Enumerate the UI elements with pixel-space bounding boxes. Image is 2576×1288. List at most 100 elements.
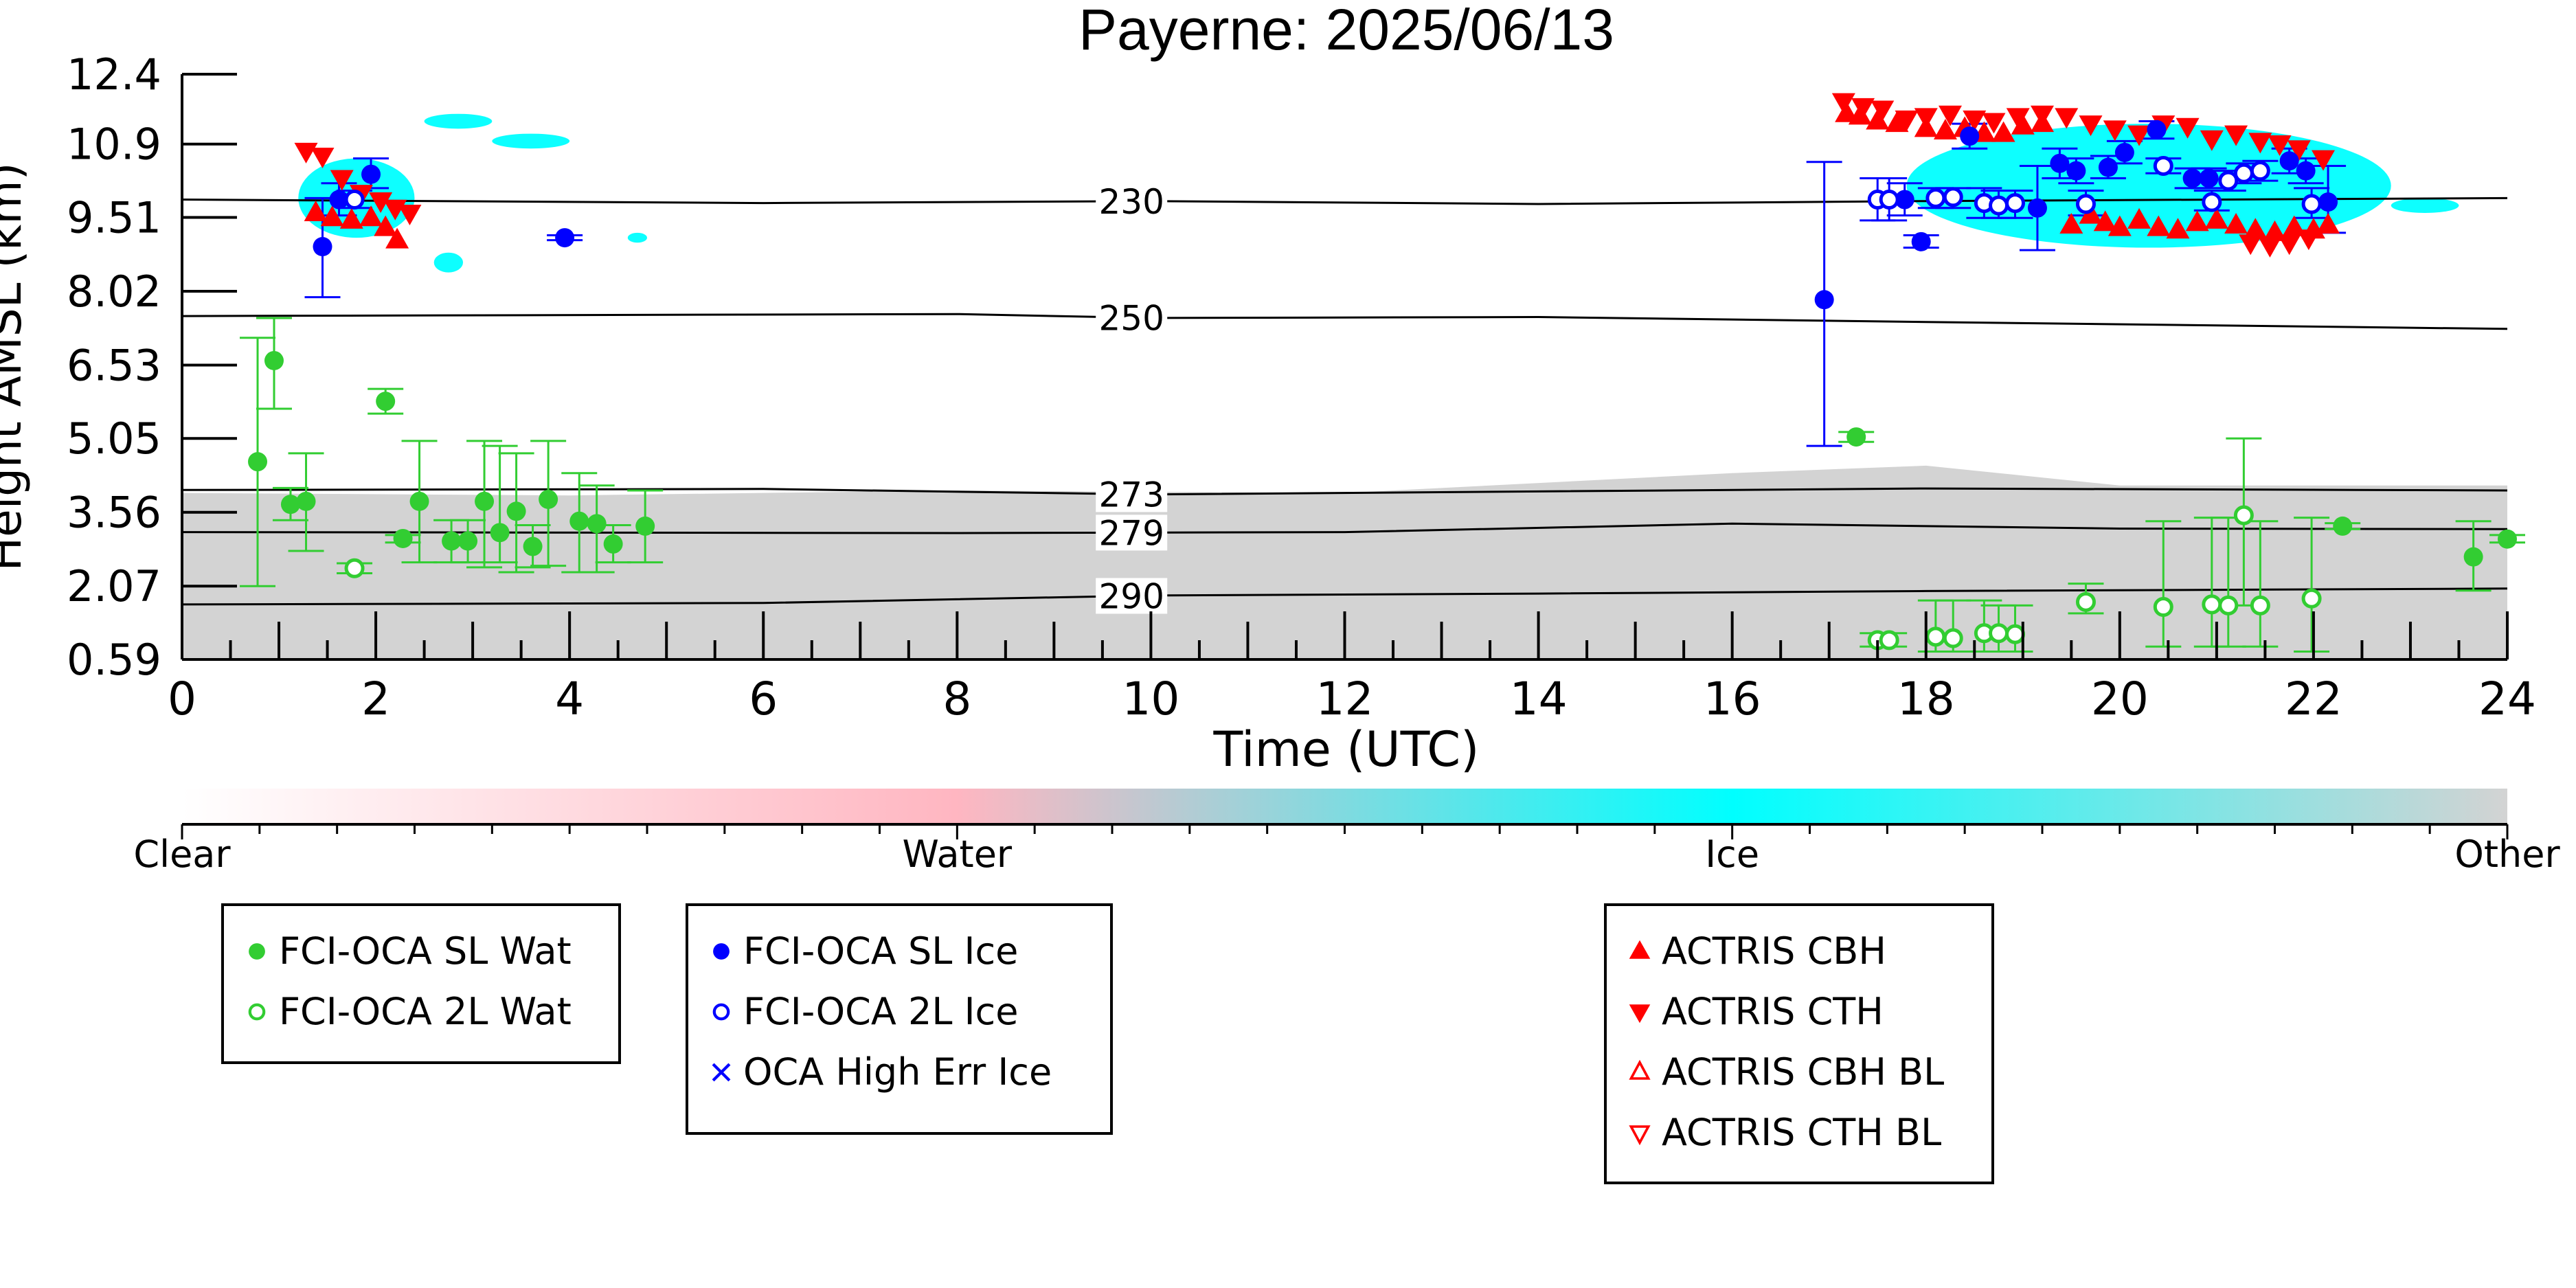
data-point	[2079, 203, 2103, 224]
data-point	[712, 1003, 730, 1021]
data-point	[2079, 115, 2103, 137]
data-point	[2244, 218, 2268, 239]
data-point	[359, 205, 383, 227]
data-point	[313, 237, 332, 257]
data-point	[713, 943, 730, 960]
data-point	[458, 531, 478, 551]
data-point	[569, 511, 589, 531]
data-point	[264, 350, 284, 370]
data-point	[2199, 168, 2219, 188]
data-point	[1943, 628, 1963, 648]
y-tick-label: 12.4	[67, 49, 161, 100]
data-point	[2463, 547, 2483, 567]
legend-marker-icon	[712, 1063, 731, 1082]
data-point	[248, 452, 268, 472]
data-point	[2333, 516, 2353, 536]
data-point	[2312, 150, 2336, 171]
legend-label: ACTRIS CBH BL	[1662, 1050, 1945, 1094]
x-tick-label: 24	[2478, 673, 2536, 725]
legend-entry: ACTRIS CBH	[1607, 925, 1991, 980]
data-point	[2296, 229, 2320, 251]
data-point	[1925, 188, 1946, 208]
data-point	[2127, 207, 2151, 229]
x-tick-label: 4	[555, 673, 584, 725]
isotherm-label-bg	[1096, 183, 1168, 219]
x-tick-label: 14	[1510, 673, 1568, 725]
x-axis-label: Time (UTC)	[1213, 721, 1480, 778]
data-point	[2108, 215, 2132, 236]
data-point	[2011, 113, 2035, 135]
isotherm-label: 290	[1098, 576, 1164, 616]
data-point	[304, 200, 328, 221]
data-point	[1982, 113, 2006, 134]
isotherm-label: 250	[1098, 298, 1164, 338]
data-point	[329, 190, 349, 210]
y-tick-label: 2.07	[67, 561, 161, 611]
data-point	[2250, 595, 2270, 615]
data-point	[2248, 133, 2272, 154]
data-point	[1991, 121, 2015, 142]
data-point	[1848, 104, 1872, 125]
x-tick-label: 0	[168, 673, 196, 725]
legend-box: ACTRIS CBH ACTRIS CTH ACTRIS CBH BL ACTRIS …	[1604, 903, 1994, 1184]
isotherm-line	[181, 313, 2508, 330]
data-point	[409, 491, 429, 511]
y-tick-label: 5.05	[67, 414, 161, 464]
legend-entry: FCI-OCA SL Ice	[688, 925, 1110, 980]
legend-marker-icon	[248, 1003, 266, 1021]
data-point	[2185, 210, 2209, 231]
background-layers	[182, 465, 2507, 659]
data-point	[442, 531, 462, 551]
y-tick-label: 3.56	[67, 488, 161, 538]
data-point	[2075, 194, 2096, 214]
data-point	[2050, 153, 2070, 173]
data-point	[1835, 101, 1859, 122]
data-point	[2114, 142, 2134, 162]
legend-entry: OCA High Err Ice	[688, 1046, 1110, 1101]
data-point	[361, 164, 381, 184]
ice-cloud-region	[2391, 198, 2459, 213]
data-point	[2224, 125, 2248, 146]
data-point	[1866, 109, 1890, 130]
data-point	[2239, 234, 2263, 256]
colorbar-label: Ice	[1705, 833, 1759, 876]
legend-label: OCA High Err Ice	[743, 1050, 1052, 1094]
y-tick-label: 0.59	[67, 635, 161, 685]
data-point	[2218, 170, 2239, 191]
data-point	[398, 204, 422, 225]
data-point	[1629, 940, 1651, 959]
data-point	[369, 192, 393, 213]
legend-box: FCI-OCA SL Wat FCI-OCA 2L Wat	[221, 903, 621, 1064]
ice-cloud-region	[627, 232, 647, 243]
data-point	[2218, 595, 2239, 615]
data-point	[2147, 215, 2171, 236]
legend-entry: ACTRIS CTH	[1607, 986, 1991, 1041]
legend-label: FCI-OCA 2L Wat	[279, 990, 572, 1033]
data-point	[1629, 1004, 1651, 1024]
y-tick-label: 9.51	[67, 192, 161, 242]
colorbar: Clear Water Ice Other	[133, 789, 2560, 876]
colorbar-label: Other	[2454, 833, 2560, 876]
x-tick-label: 12	[1316, 673, 1374, 725]
colorbar-label: Water	[903, 833, 1013, 876]
data-point	[385, 227, 409, 249]
x-tick-label: 20	[2091, 673, 2149, 725]
isotherm-label-bg	[1096, 300, 1168, 336]
data-point	[296, 491, 316, 511]
data-point	[2147, 120, 2167, 139]
data-point	[1629, 1125, 1651, 1146]
data-point	[1914, 108, 1938, 129]
data-point	[1879, 190, 1899, 210]
data-point	[2296, 161, 2316, 181]
legend-marker-icon	[1629, 1004, 1651, 1024]
y-tick-label: 10.9	[67, 120, 161, 170]
data-point	[1814, 290, 1834, 310]
data-point	[2153, 597, 2173, 618]
data-point	[320, 205, 344, 227]
data-point	[2202, 594, 2222, 615]
data-point	[490, 523, 510, 543]
colorbar-label: Clear	[133, 833, 231, 876]
data-point	[1871, 100, 1895, 122]
data-point	[2005, 624, 2026, 644]
